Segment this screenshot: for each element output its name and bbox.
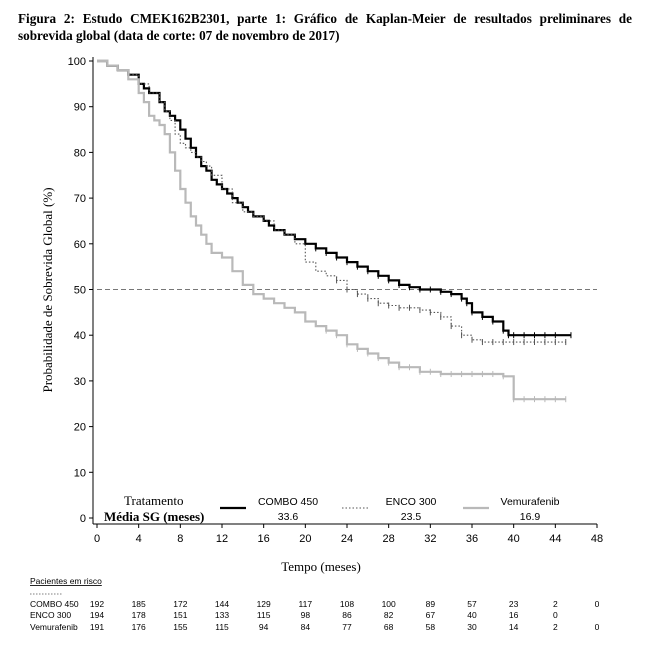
series-line-enco-300 [97, 60, 566, 343]
risk-count: 98 [301, 610, 311, 620]
risk-count: 0 [595, 622, 600, 632]
survival-curves [97, 59, 571, 401]
risk-table-title: Pacientes em risco [30, 576, 102, 586]
x-tick-label: 48 [591, 533, 603, 545]
x-tick-label: 4 [136, 533, 142, 545]
figure-title: Figura 2: Estudo CMEK162B2301, parte 1: … [18, 11, 632, 43]
risk-table: Pacientes em risco COMBO 450 192 185 172 144… [30, 576, 600, 632]
series-line-vemurafenib [97, 59, 566, 401]
y-tick-label: 30 [74, 376, 86, 388]
risk-count: 40 [467, 610, 477, 620]
y-tick-label: 60 [74, 239, 86, 251]
risk-count: 68 [384, 622, 394, 632]
risk-row-label: COMBO 450 [30, 599, 79, 609]
legend-entry-median: 33.6 [278, 511, 299, 523]
legend-header-median: Média SG (meses) [104, 509, 204, 524]
risk-count: 192 [90, 599, 104, 609]
x-tick-label: 12 [216, 533, 228, 545]
x-tick-label: 24 [341, 533, 353, 545]
x-tick-label: 8 [177, 533, 183, 545]
risk-row-label: Vemurafenib [30, 622, 78, 632]
risk-count: 191 [90, 622, 104, 632]
risk-count: 89 [426, 599, 436, 609]
risk-count: 14 [509, 622, 519, 632]
x-tick-label: 20 [299, 533, 311, 545]
risk-row-label: ENCO 300 [30, 610, 71, 620]
x-tick-label: 44 [549, 533, 561, 545]
risk-count: 176 [132, 622, 146, 632]
legend-entry-name: ENCO 300 [386, 496, 437, 508]
risk-count: 94 [259, 622, 269, 632]
legend-entry-name: Vemurafenib [501, 496, 560, 508]
x-tick-label: 40 [508, 533, 520, 545]
legend-entry-median: 23.5 [401, 511, 422, 523]
y-tick-label: 80 [74, 147, 86, 159]
y-tick-label: 0 [80, 513, 86, 525]
risk-count: 115 [257, 610, 271, 620]
risk-count: 84 [301, 622, 311, 632]
risk-count: 108 [340, 599, 354, 609]
risk-count: 57 [467, 599, 477, 609]
x-axis-ticks: 0 4 8 12 16 20 24 28 32 36 40 44 48 [94, 524, 603, 545]
y-tick-label: 100 [68, 56, 86, 68]
y-tick-label: 50 [74, 285, 86, 297]
risk-count: 172 [173, 599, 187, 609]
series-line-combo-450 [97, 59, 571, 337]
risk-count: 194 [90, 610, 104, 620]
risk-count: 151 [173, 610, 187, 620]
risk-count: 117 [299, 599, 313, 609]
legend-entry-median: 16.9 [520, 511, 541, 523]
risk-count: 67 [426, 610, 436, 620]
x-tick-label: 16 [258, 533, 270, 545]
risk-count: 82 [384, 610, 394, 620]
risk-count: 115 [215, 622, 229, 632]
risk-count: 77 [342, 622, 352, 632]
y-tick-label: 40 [74, 330, 86, 342]
x-tick-label: 28 [383, 533, 395, 545]
x-tick-label: 32 [424, 533, 436, 545]
y-axis-ticks: 0 10 20 30 40 50 60 70 80 90 100 [68, 56, 93, 525]
legend-entry-name: COMBO 450 [258, 496, 318, 508]
y-tick-label: 70 [74, 193, 86, 205]
risk-count: 0 [553, 610, 558, 620]
risk-count: 30 [467, 622, 477, 632]
y-axis-label: Probabilidade de Sobrevida Global (%) [40, 187, 55, 392]
risk-count: 86 [342, 610, 352, 620]
censor-marks [315, 245, 572, 403]
x-tick-label: 0 [94, 533, 100, 545]
risk-count: 178 [132, 610, 146, 620]
risk-count: 155 [173, 622, 187, 632]
risk-count: 2 [553, 599, 558, 609]
legend: Tratamento Média SG (meses) COMBO 450 33.… [104, 493, 560, 524]
risk-count: 23 [509, 599, 519, 609]
legend-header-treatment: Tratamento [124, 493, 183, 508]
y-tick-label: 10 [74, 467, 86, 479]
risk-count: 133 [215, 610, 229, 620]
risk-count: 16 [509, 610, 519, 620]
x-axis-label: Tempo (meses) [281, 559, 361, 574]
risk-count: 2 [553, 622, 558, 632]
risk-count: 185 [132, 599, 146, 609]
risk-count: 0 [595, 599, 600, 609]
plot-axes [92, 57, 597, 525]
x-tick-label: 36 [466, 533, 478, 545]
risk-count: 144 [215, 599, 229, 609]
risk-count: 129 [257, 599, 271, 609]
y-tick-label: 90 [74, 102, 86, 114]
y-tick-label: 20 [74, 422, 86, 434]
risk-count: 58 [426, 622, 436, 632]
risk-count: 100 [382, 599, 396, 609]
